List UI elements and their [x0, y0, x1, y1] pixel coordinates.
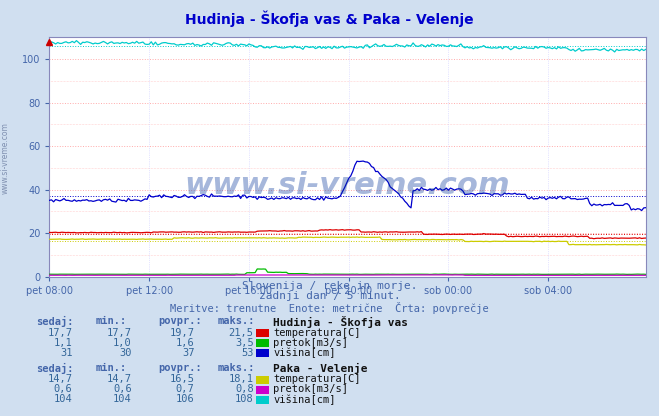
Text: maks.:: maks.: [217, 363, 255, 373]
Text: 17,7: 17,7 [47, 328, 72, 338]
Text: pretok[m3/s]: pretok[m3/s] [273, 338, 349, 348]
Text: 18,1: 18,1 [229, 374, 254, 384]
Text: povpr.:: povpr.: [158, 363, 202, 373]
Text: temperatura[C]: temperatura[C] [273, 374, 361, 384]
Text: min.:: min.: [96, 316, 127, 326]
Text: Paka - Velenje: Paka - Velenje [273, 363, 368, 374]
Text: 0,6: 0,6 [113, 384, 132, 394]
Text: Meritve: trenutne  Enote: metrične  Črta: povprečje: Meritve: trenutne Enote: metrične Črta: … [170, 302, 489, 314]
Text: 3,5: 3,5 [235, 338, 254, 348]
Text: Hudinja - Škofja vas & Paka - Velenje: Hudinja - Škofja vas & Paka - Velenje [185, 10, 474, 27]
Text: www.si-vreme.com: www.si-vreme.com [185, 171, 511, 200]
Text: 104: 104 [113, 394, 132, 404]
Text: sedaj:: sedaj: [36, 363, 74, 374]
Text: 1,1: 1,1 [54, 338, 72, 348]
Text: 14,7: 14,7 [47, 374, 72, 384]
Text: 53: 53 [241, 348, 254, 358]
Text: maks.:: maks.: [217, 316, 255, 326]
Text: 30: 30 [119, 348, 132, 358]
Text: 17,7: 17,7 [107, 328, 132, 338]
Text: 14,7: 14,7 [107, 374, 132, 384]
Text: višina[cm]: višina[cm] [273, 348, 336, 358]
Text: 19,7: 19,7 [169, 328, 194, 338]
Text: zadnji dan / 5 minut.: zadnji dan / 5 minut. [258, 291, 401, 301]
Text: Hudinja - Škofja vas: Hudinja - Škofja vas [273, 316, 409, 328]
Text: 104: 104 [54, 394, 72, 404]
Text: 0,7: 0,7 [176, 384, 194, 394]
Text: 31: 31 [60, 348, 72, 358]
Text: temperatura[C]: temperatura[C] [273, 328, 361, 338]
Text: 108: 108 [235, 394, 254, 404]
Text: 106: 106 [176, 394, 194, 404]
Text: sedaj:: sedaj: [36, 316, 74, 327]
Text: 0,6: 0,6 [54, 384, 72, 394]
Text: pretok[m3/s]: pretok[m3/s] [273, 384, 349, 394]
Text: 1,0: 1,0 [113, 338, 132, 348]
Text: min.:: min.: [96, 363, 127, 373]
Text: 21,5: 21,5 [229, 328, 254, 338]
Text: 37: 37 [182, 348, 194, 358]
Text: 16,5: 16,5 [169, 374, 194, 384]
Text: 1,6: 1,6 [176, 338, 194, 348]
Text: Slovenija / reke in morje.: Slovenija / reke in morje. [242, 281, 417, 291]
Text: www.si-vreme.com: www.si-vreme.com [1, 122, 10, 194]
Text: povpr.:: povpr.: [158, 316, 202, 326]
Text: 0,8: 0,8 [235, 384, 254, 394]
Text: višina[cm]: višina[cm] [273, 394, 336, 405]
